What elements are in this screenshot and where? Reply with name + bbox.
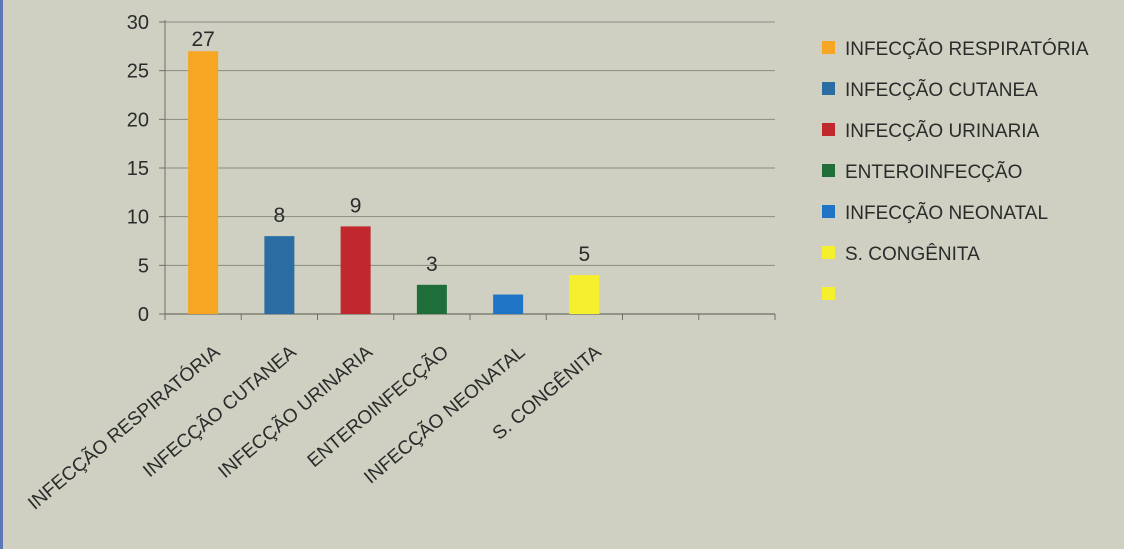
data-label: 3	[426, 253, 438, 276]
legend: INFECÇÃO RESPIRATÓRIA INFECÇÃO CUTANEA INF…	[822, 38, 1089, 300]
bar	[493, 294, 524, 314]
legend-swatch	[822, 205, 835, 218]
legend-label: INFECÇÃO RESPIRATÓRIA	[845, 38, 1089, 60]
y-tick-label: 10	[127, 207, 149, 229]
legend-swatch	[822, 123, 835, 136]
bar	[188, 51, 219, 314]
y-tick-label: 15	[127, 158, 149, 180]
y-tick-label: 20	[127, 109, 149, 131]
x-tick-label: ENTEROINFECÇÃO	[303, 341, 453, 472]
y-tick-label: 5	[138, 255, 149, 277]
legend-swatch	[822, 287, 835, 300]
y-tick-label: 0	[138, 304, 149, 326]
data-label: 8	[274, 204, 286, 227]
legend-label: INFECÇÃO URINARIA	[845, 120, 1040, 142]
y-tick-label: 25	[127, 61, 149, 83]
legend-label: INFECÇÃO CUTANEA	[845, 79, 1038, 101]
y-tick-label: 30	[127, 12, 149, 34]
bar	[264, 236, 295, 314]
data-label: 5	[579, 243, 591, 266]
bar	[569, 275, 600, 314]
data-label: 27	[191, 28, 214, 51]
legend-swatch	[822, 41, 835, 54]
data-label: 9	[350, 194, 362, 217]
bar	[416, 284, 447, 314]
legend-swatch	[822, 246, 835, 259]
x-tick-label: INFECÇÃO CUTANEA	[139, 341, 301, 482]
legend-swatch	[822, 82, 835, 95]
data-labels: 27 8 9 3 5	[191, 28, 590, 276]
bar	[340, 226, 371, 314]
axes	[159, 20, 776, 320]
y-axis-ticks: 0 5 10 15 20 25 30	[127, 12, 149, 326]
bars	[188, 51, 600, 314]
legend-label: ENTEROINFECÇÃO	[845, 161, 1022, 183]
legend-label: INFECÇÃO NEONATAL	[845, 202, 1048, 224]
gridlines	[165, 21, 775, 266]
legend-label: S. CONGÊNITA	[845, 243, 980, 265]
legend-swatch	[822, 164, 835, 177]
